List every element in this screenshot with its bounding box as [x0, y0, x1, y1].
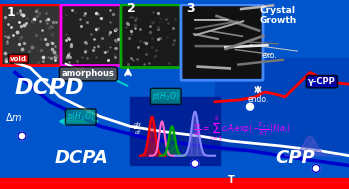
- FancyBboxPatch shape: [61, 5, 121, 66]
- FancyBboxPatch shape: [121, 5, 181, 67]
- Circle shape: [191, 160, 199, 167]
- Text: $p(H_2O)$: $p(H_2O)$: [67, 110, 95, 123]
- Text: $p(H_2O)$: $p(H_2O)$: [152, 90, 179, 103]
- Text: γ-CPP: γ-CPP: [308, 77, 336, 86]
- Text: DCPD: DCPD: [15, 78, 84, 98]
- Text: 1: 1: [7, 6, 16, 19]
- Text: void: void: [10, 56, 27, 62]
- Text: $\frac{d\alpha}{dt}$: $\frac{d\alpha}{dt}$: [133, 121, 143, 137]
- Text: $\Delta m$: $\Delta m$: [5, 111, 22, 123]
- FancyBboxPatch shape: [1, 5, 61, 66]
- Bar: [130, 97, 220, 166]
- Bar: [215, 58, 349, 151]
- Text: CPP: CPP: [275, 149, 315, 167]
- Text: Crystal
Growth: Crystal Growth: [260, 6, 297, 26]
- Text: 2: 2: [127, 2, 136, 15]
- Circle shape: [18, 132, 26, 140]
- Text: T: T: [228, 175, 235, 185]
- Text: DCPA: DCPA: [55, 149, 109, 167]
- FancyBboxPatch shape: [181, 5, 263, 80]
- Circle shape: [312, 164, 320, 172]
- Text: exo.: exo.: [262, 51, 277, 60]
- Circle shape: [246, 103, 253, 110]
- Text: 3: 3: [186, 2, 195, 15]
- Text: endo.: endo.: [248, 95, 269, 104]
- Text: amorphous: amorphous: [62, 69, 115, 78]
- Text: $\frac{d\alpha}{dt} = \sum_{i=1}^{5} c_i A_i \exp\!\left(-\frac{E_{a,i}}{RT}\rig: $\frac{d\alpha}{dt} = \sum_{i=1}^{5} c_i…: [193, 114, 291, 143]
- Bar: [0, 178, 349, 189]
